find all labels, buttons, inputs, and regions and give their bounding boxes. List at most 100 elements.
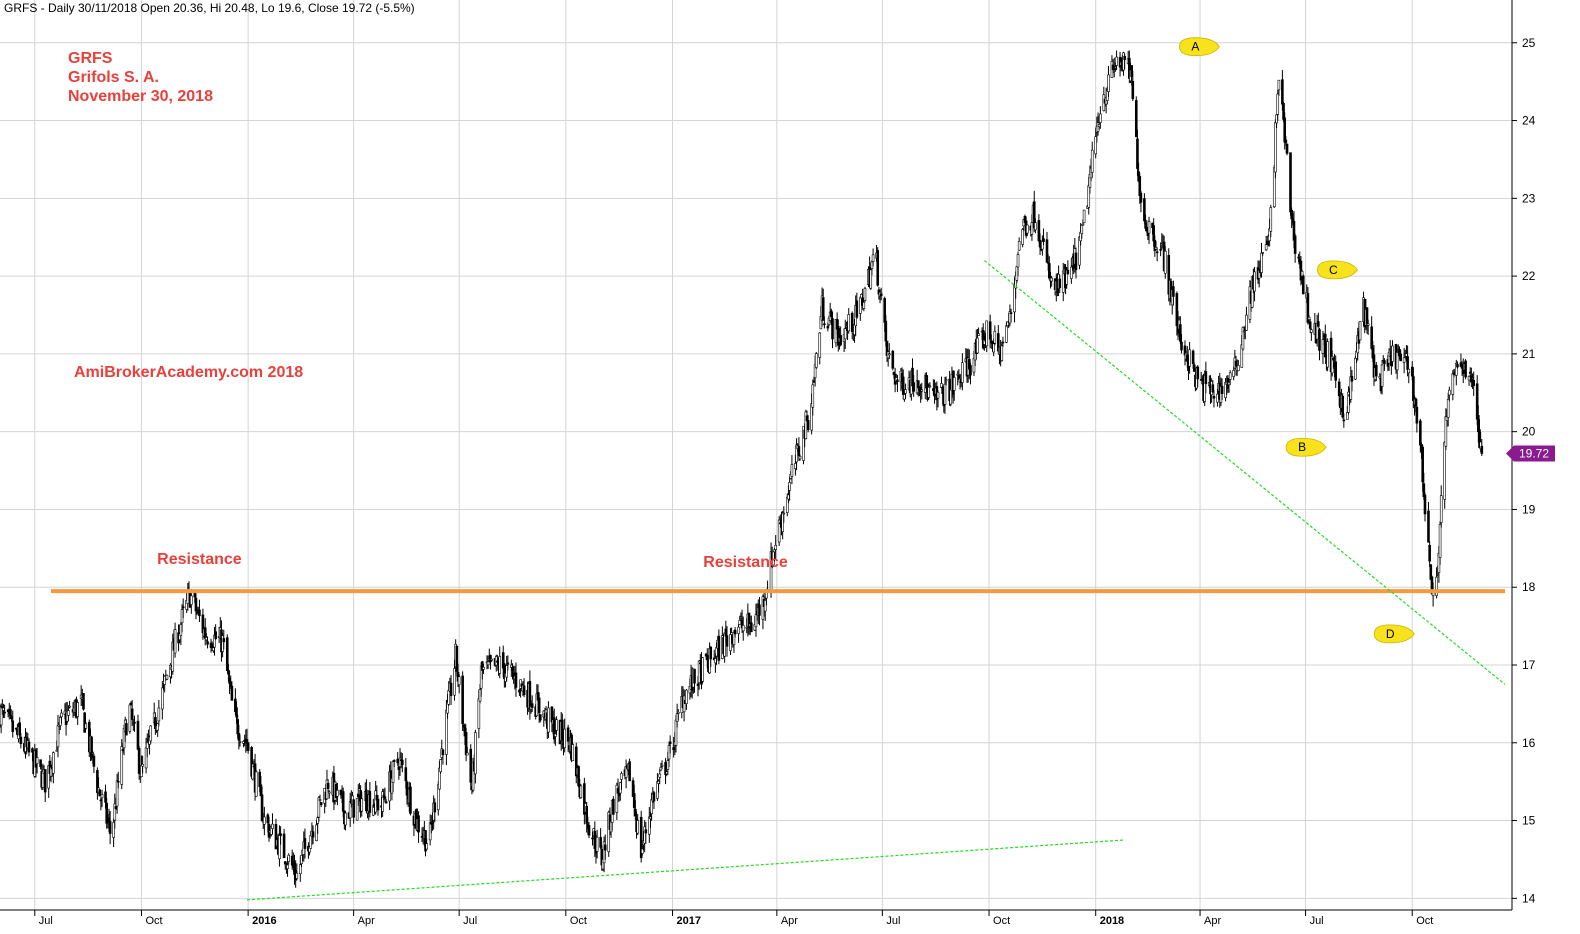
- price-bar-body: [1260, 252, 1263, 273]
- descending-trendline: [984, 260, 1506, 685]
- price-bar-body: [82, 693, 85, 710]
- price-bar-body: [486, 661, 490, 666]
- price-bar-body: [1070, 266, 1073, 279]
- price-bar-body: [130, 708, 134, 720]
- price-bar-body: [1277, 79, 1281, 91]
- price-bar-body: [566, 727, 570, 742]
- price-bar-body: [18, 722, 22, 736]
- marker-label-A: A: [1191, 40, 1199, 54]
- price-bar-body: [1285, 143, 1289, 154]
- price-series: [0, 50, 1484, 888]
- price-bar-body: [318, 799, 322, 801]
- price-bar-body: [1380, 364, 1384, 387]
- price-bar-body: [457, 676, 461, 685]
- price-bar-body: [869, 269, 873, 289]
- price-bar-body: [583, 783, 586, 815]
- price-bar-body: [1374, 364, 1378, 377]
- price-bar-body: [863, 288, 867, 301]
- price-bar-body: [782, 512, 786, 515]
- price-bar-body: [368, 791, 372, 813]
- price-bar-body: [579, 785, 583, 798]
- price-bar-body: [725, 635, 729, 647]
- price-bar-body: [928, 385, 932, 388]
- y-tick-label: 18: [1522, 580, 1536, 594]
- price-bar-body: [1143, 198, 1146, 222]
- price-bar-body: [1402, 357, 1406, 363]
- price-bar-body: [355, 797, 359, 821]
- resistance-annotation: Resistance: [157, 551, 242, 568]
- last-price-badge: [1506, 445, 1555, 462]
- price-bar-body: [806, 419, 810, 430]
- price-bar-body: [750, 622, 753, 633]
- price-bar-body: [876, 250, 880, 286]
- price-bar-body: [1446, 399, 1450, 418]
- price-bar-body: [1188, 349, 1191, 367]
- price-bar-body: [198, 609, 201, 617]
- x-tick-label: 2017: [676, 915, 700, 927]
- price-bar-body: [1094, 136, 1098, 155]
- price-bar-body: [336, 790, 339, 797]
- marker-label-C: C: [1329, 263, 1338, 277]
- price-bar-body: [539, 714, 542, 721]
- price-bar-body: [1472, 379, 1475, 386]
- price-bar-body: [891, 350, 895, 369]
- price-bar-body: [639, 816, 643, 859]
- price-bar-body: [1017, 241, 1021, 251]
- price-bar-body: [1276, 93, 1280, 115]
- price-bar-body: [1293, 235, 1297, 254]
- price-bar-body: [1350, 375, 1354, 382]
- price-bar-body: [788, 482, 791, 491]
- price-bar-body: [1204, 371, 1208, 385]
- price-bar-body: [1245, 314, 1248, 331]
- price-bar-body: [790, 464, 794, 477]
- price-bar-body: [912, 382, 915, 392]
- price-bar-body: [295, 872, 299, 879]
- price-bar-body: [104, 791, 107, 803]
- price-bar-body: [282, 833, 286, 859]
- price-bar-body: [133, 721, 136, 724]
- price-bar-body: [1438, 523, 1442, 558]
- price-bar-body: [561, 719, 564, 741]
- price-bar-body: [952, 377, 956, 391]
- price-bar-body: [1326, 341, 1329, 368]
- price-bar-body: [447, 690, 451, 705]
- price-bar-body: [449, 682, 453, 696]
- price-bar-body: [1435, 576, 1438, 596]
- marker-badge-B: [1285, 437, 1327, 457]
- price-bar-body: [591, 837, 594, 840]
- price-bar-body: [1443, 441, 1447, 500]
- price-bar-body: [1415, 406, 1419, 424]
- price-bar-body: [1467, 375, 1471, 381]
- price-bar-body: [798, 456, 802, 460]
- price-bar-body: [490, 658, 493, 661]
- price-bar-body: [599, 837, 602, 848]
- y-tick-labels: 14 15 16 17 18 19 20 21 22 23 24 25: [1512, 36, 1536, 905]
- price-bar-body: [804, 411, 808, 439]
- price-bar-body: [1134, 100, 1138, 138]
- price-bar-body: [839, 334, 842, 346]
- price-bar-body: [1136, 138, 1139, 169]
- price-bar-body: [384, 801, 388, 804]
- price-bar-body: [396, 758, 400, 764]
- x-tick-label: Apr: [1204, 915, 1221, 927]
- price-bar-body: [537, 697, 541, 714]
- price-bar-body: [465, 752, 469, 756]
- price-bar-body: [587, 825, 591, 836]
- price-bar-body: [676, 711, 680, 714]
- price-bar-body: [603, 844, 607, 851]
- price-bar-body: [884, 320, 888, 342]
- y-tick-label: 24: [1522, 114, 1536, 128]
- price-bar-body: [279, 833, 282, 836]
- price-bar-body: [165, 674, 169, 680]
- price-bar-body: [612, 798, 615, 815]
- x-tick-label: Jul: [463, 915, 477, 927]
- price-bar-body: [927, 387, 931, 398]
- price-bar-body: [1308, 321, 1312, 329]
- price-bar-body: [555, 719, 558, 731]
- price-bar-body: [847, 314, 851, 332]
- price-bar-body: [571, 744, 575, 761]
- x-tick-label: Jul: [886, 915, 900, 927]
- price-bar-body: [206, 641, 209, 645]
- price-bar-body: [260, 794, 264, 821]
- price-bar-body: [1172, 286, 1175, 297]
